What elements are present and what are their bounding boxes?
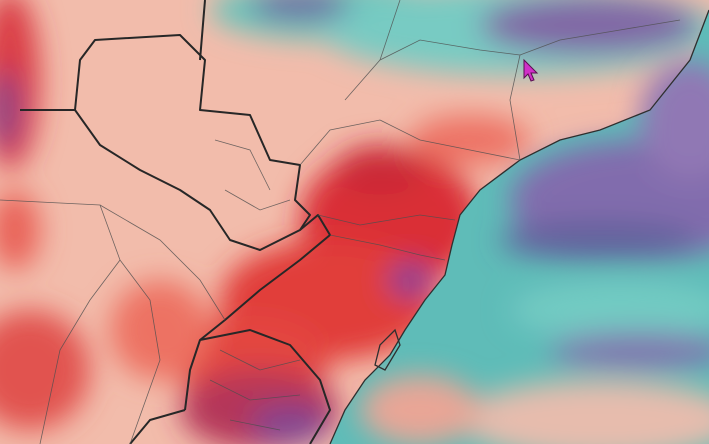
cold-area (480, 0, 700, 55)
very-hot-area (0, 70, 19, 150)
hot-area (0, 310, 90, 430)
hot-area (0, 190, 40, 270)
warm-area (410, 115, 530, 165)
coastline (329, 9, 709, 444)
state-border (519, 19, 681, 56)
cold-area (500, 220, 700, 260)
department-border (214, 139, 291, 211)
province-border (119, 259, 161, 444)
very-hot-area (388, 262, 432, 298)
cool-area (510, 280, 709, 340)
province-border (99, 204, 226, 321)
border (199, 0, 206, 61)
department-border (209, 349, 301, 431)
border (184, 214, 331, 411)
coast (329, 9, 709, 444)
state-border (329, 234, 446, 261)
cold-area (250, 0, 350, 20)
state-border (317, 214, 456, 226)
state-border (344, 39, 521, 101)
state-borders (0, 0, 681, 444)
state-border (299, 119, 521, 166)
cold-area (640, 60, 709, 180)
warm-area (110, 280, 210, 380)
ocean-field (360, 60, 709, 444)
border (199, 329, 331, 444)
mild-area (360, 375, 480, 444)
cold-area (550, 332, 709, 368)
country-borders (20, 0, 331, 444)
hot-area (335, 145, 425, 195)
province-border (0, 199, 121, 444)
mild-area (460, 380, 709, 444)
mouse-cursor (523, 58, 539, 82)
state-border (509, 54, 521, 161)
very-hot-area (250, 405, 330, 444)
border (129, 409, 186, 444)
lagoon (374, 328, 401, 371)
state-border (379, 0, 401, 61)
